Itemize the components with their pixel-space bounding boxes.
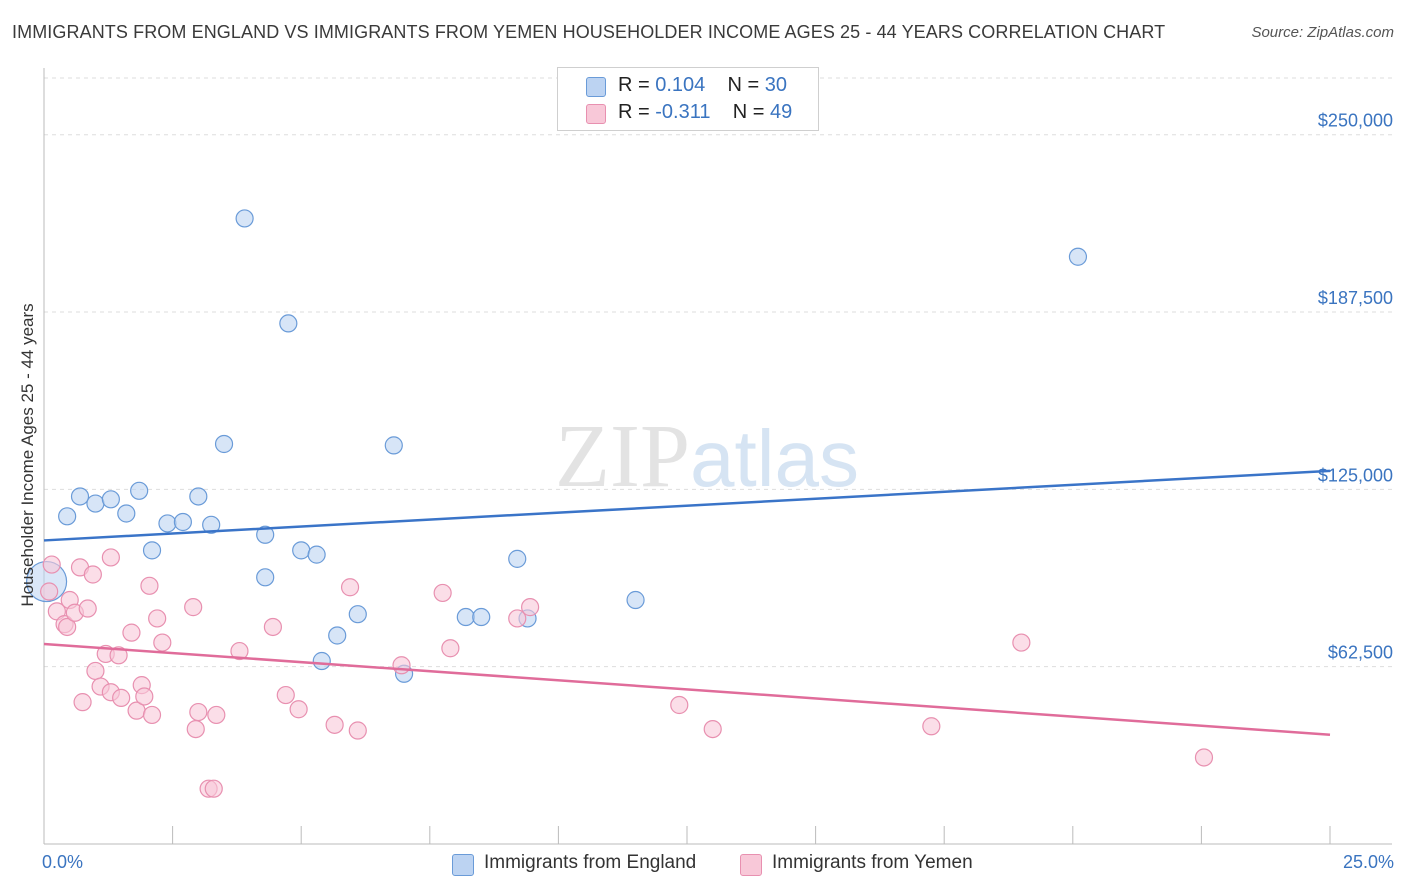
- england-point: [158, 514, 177, 533]
- england-point: [256, 568, 275, 587]
- england-point: [328, 626, 347, 645]
- england-point: [508, 549, 527, 568]
- england-swatch: [586, 77, 606, 97]
- yemen-point: [148, 609, 167, 628]
- yemen-point: [83, 565, 102, 584]
- england-point: [348, 605, 367, 624]
- england-point: [626, 590, 645, 610]
- yemen-point: [142, 705, 162, 725]
- yemen-point: [325, 715, 344, 734]
- chart-title: IMMIGRANTS FROM ENGLAND VS IMMIGRANTS FR…: [12, 22, 1166, 42]
- yemen-trend-line: [43, 642, 1331, 737]
- yemen-point: [109, 646, 128, 665]
- england-point: [173, 512, 192, 532]
- yemen-point: [521, 598, 540, 617]
- legend-england-text: R = 0.104 N = 30: [618, 74, 787, 97]
- yemen-point: [1012, 633, 1031, 652]
- watermark-atlas: atlas: [690, 414, 859, 503]
- england-point: [86, 494, 105, 513]
- england-point: [70, 487, 90, 506]
- yemen-point: [40, 582, 59, 601]
- england-point: [101, 490, 120, 509]
- yemen-point: [153, 633, 172, 652]
- england-point: [214, 434, 234, 454]
- england-point: [472, 607, 491, 627]
- yemen-r-value: -0.311: [655, 101, 711, 123]
- series-legend: Immigrants from England Immigrants from …: [0, 852, 1406, 878]
- england-n-value: 30: [764, 74, 788, 96]
- england-legend-swatch: [452, 854, 474, 876]
- yemen-point: [433, 583, 452, 603]
- y-tick-label: $62,500: [1328, 643, 1393, 663]
- legend-england-label: Immigrants from England: [484, 852, 697, 873]
- yemen-point: [263, 617, 283, 637]
- yemen-point: [230, 641, 249, 661]
- england-point: [312, 651, 331, 671]
- x-tick-label-max: 25.0%: [1342, 852, 1394, 872]
- yemen-point: [670, 695, 689, 715]
- y-tick-label: $250,000: [1318, 111, 1393, 131]
- england-point: [307, 545, 326, 564]
- yemen-point: [42, 555, 61, 574]
- yemen-point: [392, 656, 411, 675]
- x-tick-label-min: 0.0%: [42, 852, 84, 872]
- england-point: [456, 607, 475, 627]
- yemen-point: [58, 617, 77, 637]
- yemen-point: [140, 576, 159, 595]
- yemen-point: [204, 779, 223, 798]
- yemen-point: [340, 578, 360, 597]
- england-point: [202, 515, 221, 534]
- yemen-point: [276, 685, 295, 705]
- yemen-point: [86, 661, 105, 681]
- yemen-point: [922, 717, 941, 736]
- yemen-r-label: R =: [618, 101, 650, 123]
- source-credit: Source: ZipAtlas.com: [1251, 24, 1394, 41]
- england-r-value: 0.104: [655, 74, 706, 96]
- yemen-n-label: N =: [732, 101, 765, 123]
- yemen-point: [186, 719, 205, 739]
- england-point: [130, 481, 149, 500]
- england-point: [142, 541, 162, 560]
- yemen-point: [348, 721, 367, 740]
- yemen-point: [101, 548, 120, 567]
- england-n-label: N =: [727, 74, 760, 96]
- england-point: [256, 525, 275, 544]
- yemen-point: [703, 719, 722, 739]
- england-trend-line: [43, 469, 1331, 542]
- yemen-point: [1194, 748, 1214, 767]
- england-point: [279, 314, 298, 333]
- y-axis-label: Householder Income Ages 25 - 44 years: [18, 303, 37, 607]
- yemen-point: [122, 623, 141, 642]
- yemen-swatch: [586, 104, 606, 124]
- yemen-n-value: 49: [769, 101, 793, 123]
- england-r-label: R =: [618, 74, 650, 96]
- legend-yemen-label: Immigrants from Yemen: [772, 852, 973, 873]
- yemen-point: [441, 639, 460, 658]
- legend-yemen-text: R = -0.311 N = 49: [618, 101, 792, 124]
- england-point: [117, 504, 136, 523]
- y-tick-label: $125,000: [1318, 465, 1393, 485]
- england-point: [235, 209, 254, 228]
- yemen-point: [508, 609, 527, 628]
- yemen-point: [184, 598, 203, 617]
- correlation-legend: R = 0.104 N = 30 R = -0.311 N = 49: [557, 67, 819, 131]
- england-point: [292, 541, 311, 560]
- england-point: [189, 487, 208, 506]
- england-point: [384, 436, 403, 455]
- england-point: [1068, 247, 1088, 266]
- y-tick-label: $187,500: [1318, 288, 1393, 308]
- england-point: [58, 507, 77, 526]
- yemen-point: [207, 705, 226, 725]
- yemen-point: [78, 599, 97, 618]
- yemen-point: [189, 702, 208, 722]
- yemen-legend-swatch: [740, 854, 762, 876]
- yemen-point: [135, 687, 154, 706]
- yemen-point: [73, 693, 92, 712]
- yemen-point: [289, 700, 308, 719]
- yemen-point: [112, 688, 131, 707]
